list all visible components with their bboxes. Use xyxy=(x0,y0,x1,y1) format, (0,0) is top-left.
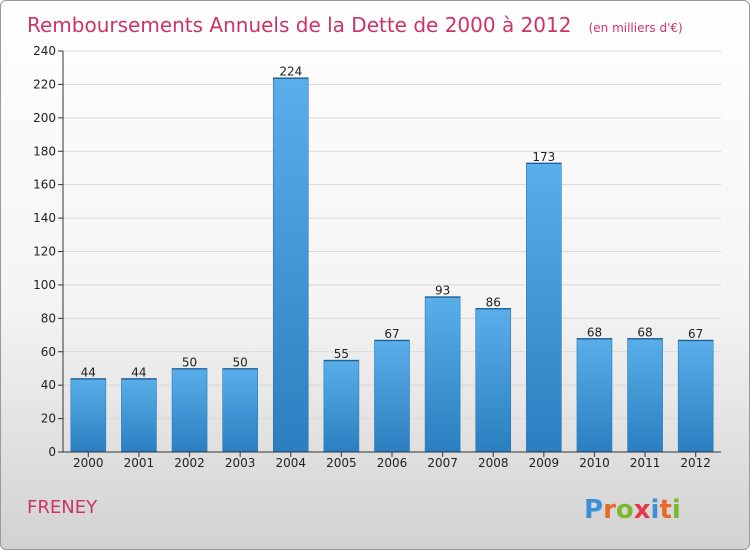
bar-2008 xyxy=(475,308,512,453)
y-tick-label: 100 xyxy=(33,278,56,292)
y-tick-label: 60 xyxy=(41,345,56,359)
y-tick-label: 220 xyxy=(33,77,56,91)
x-tick-label-2009: 2009 xyxy=(529,456,560,470)
y-tick-label: 180 xyxy=(33,144,56,158)
y-tick-label: 80 xyxy=(41,311,56,325)
data-label-2010: 68 xyxy=(587,325,602,339)
data-label-2000: 44 xyxy=(81,365,96,379)
logo-letter: i xyxy=(651,495,660,525)
y-tick-label: 20 xyxy=(41,412,56,426)
logo-letter: i xyxy=(672,495,681,525)
x-tick-label-2010: 2010 xyxy=(579,456,610,470)
x-tick-label-2006: 2006 xyxy=(377,456,408,470)
x-tick-label-2007: 2007 xyxy=(427,456,458,470)
x-tick-label-2002: 2002 xyxy=(174,456,205,470)
bar-2004 xyxy=(272,77,309,453)
y-tick-label: 240 xyxy=(33,44,56,58)
commune-name: FRENEY xyxy=(27,497,98,518)
bar-2001 xyxy=(121,378,157,453)
logo-letter: r xyxy=(603,495,616,525)
proxiti-logo: Proxiti xyxy=(584,495,681,525)
data-label-2011: 68 xyxy=(637,325,652,339)
y-tick-label: 40 xyxy=(41,378,56,392)
proxiti-logo-text: Proxiti xyxy=(584,495,681,525)
bar-2012 xyxy=(677,339,714,453)
bar-2002 xyxy=(171,368,208,453)
bar-2006 xyxy=(374,339,410,453)
bar-2010 xyxy=(576,338,613,453)
data-label-2005: 55 xyxy=(334,347,349,361)
chart-title: Remboursements Annuels de la Dette de 20… xyxy=(27,13,571,37)
x-tick-label-2008: 2008 xyxy=(478,456,509,470)
data-label-2001: 44 xyxy=(131,365,146,379)
x-tick-label-2011: 2011 xyxy=(630,456,661,470)
data-label-2009: 173 xyxy=(532,150,555,164)
bar-2011 xyxy=(627,338,663,453)
data-label-2007: 93 xyxy=(435,284,450,298)
data-label-2002: 50 xyxy=(182,355,197,369)
logo-letter: t xyxy=(659,495,671,525)
x-tick-label-2005: 2005 xyxy=(326,456,357,470)
data-label-2003: 50 xyxy=(233,355,248,369)
y-tick-label: 0 xyxy=(48,445,56,459)
bar-2000 xyxy=(70,378,107,453)
x-tick-label-2012: 2012 xyxy=(680,456,711,470)
bar-2009 xyxy=(526,162,562,453)
data-label-2008: 86 xyxy=(486,295,501,309)
logo-letter: x xyxy=(634,495,651,525)
labels-layer: 0 20 40 60 80 100 120 140 160 180 200 220 240 44 2000 4… xyxy=(33,44,711,470)
bar-2007 xyxy=(424,296,461,453)
x-tick-label-2004: 2004 xyxy=(275,456,306,470)
y-tick-label: 140 xyxy=(33,211,56,225)
x-tick-label-2000: 2000 xyxy=(73,456,104,470)
logo-letter: o xyxy=(616,495,634,525)
x-tick-label-2003: 2003 xyxy=(225,456,256,470)
data-label-2012: 67 xyxy=(688,327,703,341)
data-label-2004: 224 xyxy=(279,65,302,79)
bar-2005 xyxy=(323,359,360,453)
bars-layer xyxy=(70,77,714,453)
chart-title-group: Remboursements Annuels de la Dette de 20… xyxy=(27,13,683,37)
y-tick-label: 120 xyxy=(33,245,56,259)
x-tick-label-2001: 2001 xyxy=(124,456,155,470)
logo-letter: P xyxy=(584,495,603,525)
y-tick-label: 160 xyxy=(33,178,56,192)
chart-unit: (en milliers d'€) xyxy=(589,21,683,35)
axis-layer xyxy=(58,50,721,457)
y-tick-label: 200 xyxy=(33,111,56,125)
data-label-2006: 67 xyxy=(384,327,399,341)
bar-2003 xyxy=(222,368,258,453)
